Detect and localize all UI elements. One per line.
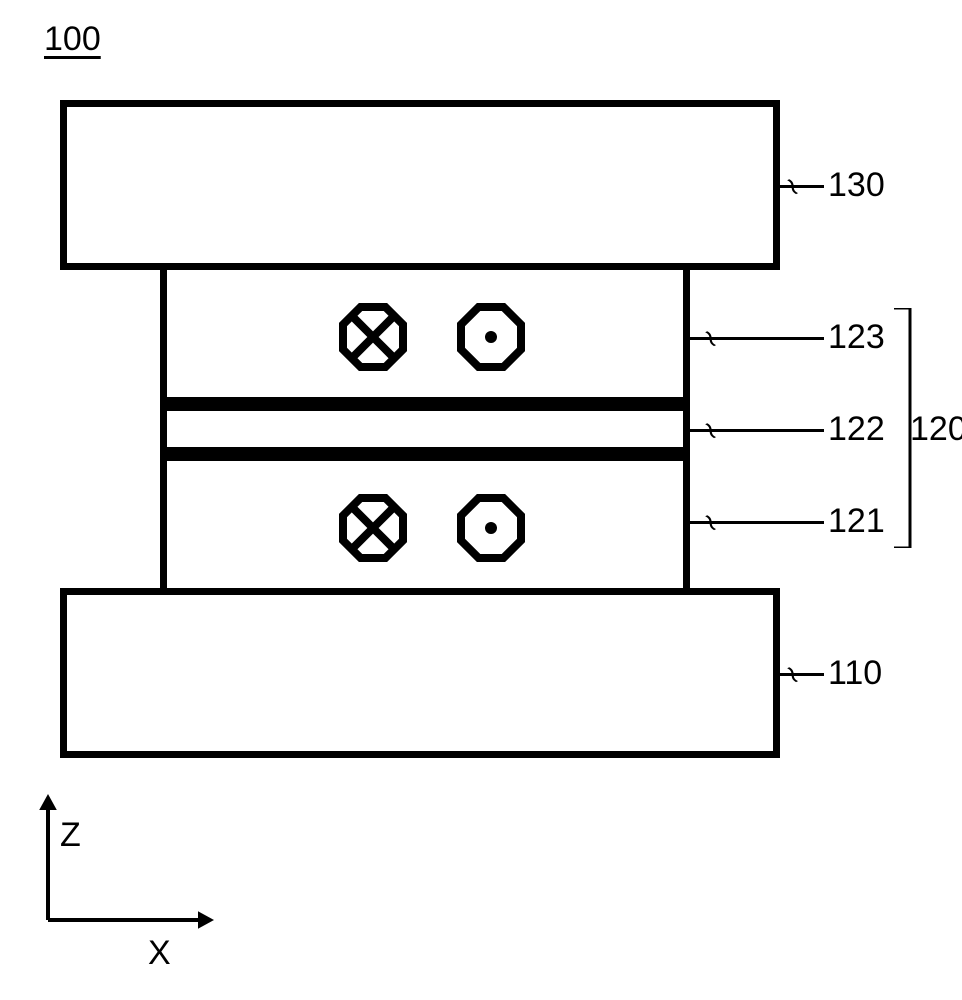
axis-label-x: X — [148, 934, 171, 973]
into-page-icon — [339, 494, 407, 562]
label-120: 120 — [910, 410, 962, 449]
layer-block-121 — [160, 454, 690, 588]
label-130: 130 — [828, 166, 885, 205]
out-of-page-icon — [457, 303, 525, 371]
leader-tilde: ∼ — [692, 322, 729, 355]
leader-tilde: ∼ — [692, 506, 729, 539]
layer-stack-120 — [160, 270, 690, 588]
into-page-icon — [339, 303, 407, 371]
leader-tilde: ∼ — [692, 414, 729, 447]
axis-label-z: Z — [60, 816, 81, 855]
axes-svg — [18, 780, 268, 980]
layer-block-110 — [60, 588, 780, 758]
label-122: 122 — [828, 410, 885, 449]
layer-block-130 — [60, 100, 780, 270]
label-123: 123 — [828, 318, 885, 357]
label-110: 110 — [828, 654, 882, 693]
figure-reference-number-text: 100 — [44, 20, 101, 58]
layer-block-122 — [160, 404, 690, 454]
layer-block-123 — [160, 270, 690, 404]
bracket-line — [894, 308, 912, 548]
label-121: 121 — [828, 502, 885, 541]
out-of-page-icon — [457, 494, 525, 562]
figure-reference-number: 100 — [44, 20, 101, 59]
